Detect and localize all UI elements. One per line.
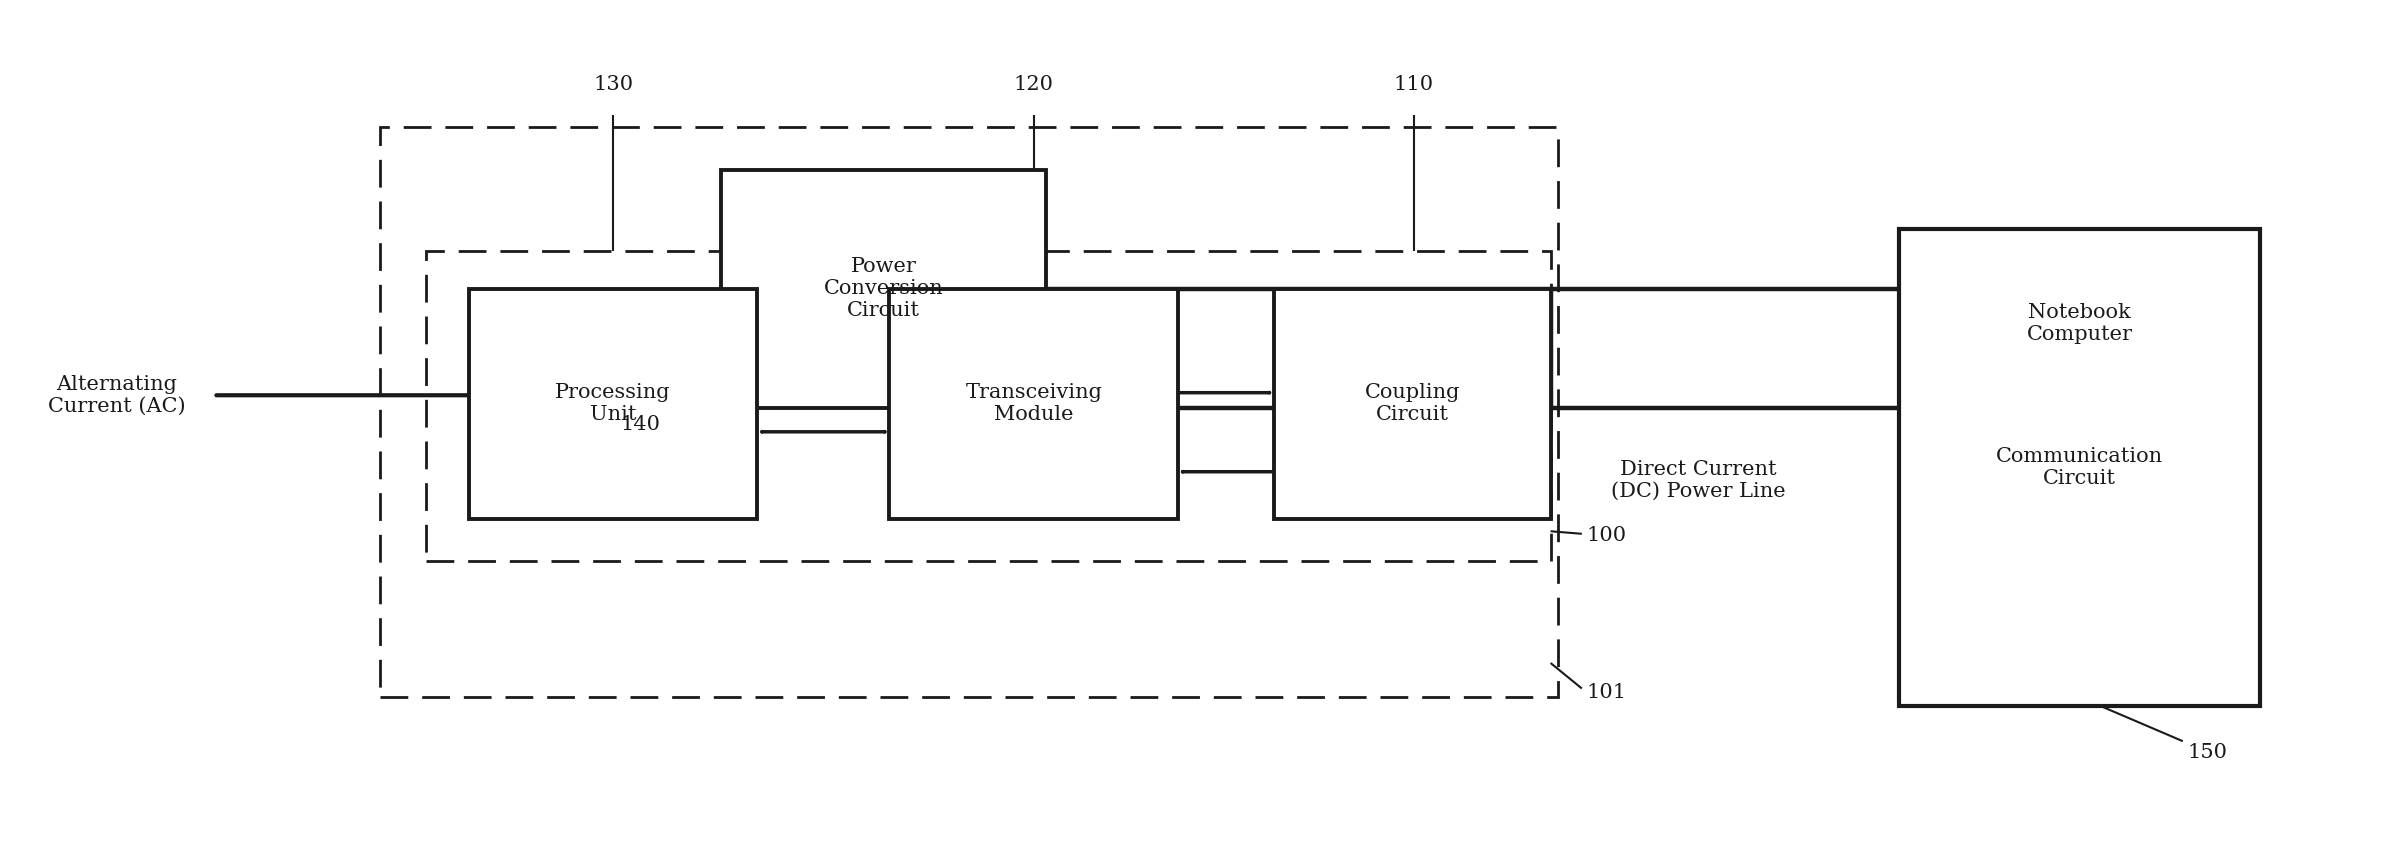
Bar [1899,230,2260,706]
Text: Transceiving
Module: Transceiving Module [966,383,1101,424]
Bar [380,128,1558,697]
Text: 140: 140 [620,416,661,434]
Text: Notebook
Computer: Notebook Computer [2027,303,2132,343]
Text: 130: 130 [594,76,632,94]
Text: 150: 150 [2188,743,2229,762]
Text: Power
Conversion
Circuit: Power Conversion Circuit [825,258,942,320]
Text: Communication
Circuit: Communication Circuit [1995,447,2164,488]
Text: 101: 101 [1587,683,1628,702]
Bar [469,289,757,518]
Bar [721,170,1046,408]
Text: Processing
Unit: Processing Unit [555,383,671,424]
Text: 100: 100 [1587,526,1628,545]
Text: Coupling
Circuit: Coupling Circuit [1365,383,1459,424]
Text: 110: 110 [1394,76,1433,94]
Bar [889,289,1178,518]
Bar [426,251,1551,561]
Bar [1274,289,1551,518]
Text: 120: 120 [1014,76,1053,94]
Text: Direct Current
(DC) Power Line: Direct Current (DC) Power Line [1611,460,1786,501]
Text: Alternating
Current (AC): Alternating Current (AC) [48,375,185,416]
